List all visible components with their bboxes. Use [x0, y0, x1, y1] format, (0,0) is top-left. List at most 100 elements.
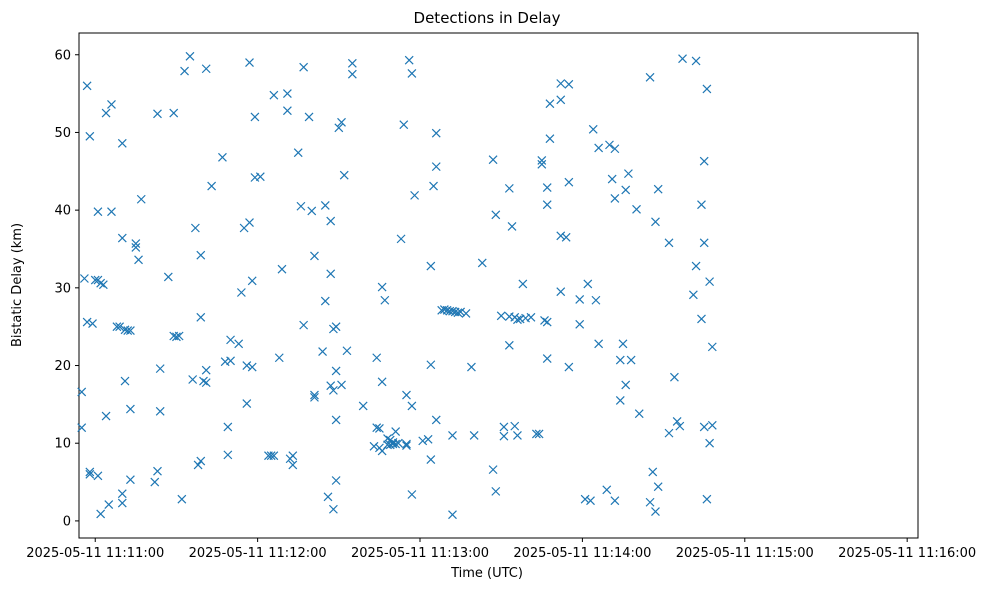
data-point	[537, 155, 547, 165]
data-point	[117, 489, 127, 499]
data-point	[542, 183, 552, 193]
data-point	[90, 275, 100, 285]
data-point	[618, 339, 628, 349]
data-point	[645, 72, 655, 82]
data-point	[296, 201, 306, 211]
data-point	[491, 486, 501, 496]
x-axis: 2025-05-11 11:11:00 2025-05-11 11:12:00 20…	[26, 538, 976, 561]
data-point	[542, 354, 552, 363]
data-point	[328, 504, 338, 514]
x-tick-label: 2025-05-11 11:15:00	[676, 546, 814, 561]
data-point	[664, 238, 674, 248]
data-point	[705, 438, 715, 448]
data-point	[499, 422, 509, 432]
data-point	[477, 258, 487, 268]
data-point	[150, 477, 160, 487]
data-point	[247, 362, 257, 372]
data-point	[456, 307, 466, 317]
data-point	[610, 496, 620, 506]
data-point	[594, 339, 604, 349]
data-point	[699, 422, 709, 432]
data-point	[377, 377, 387, 387]
data-point	[561, 232, 571, 242]
x-tick-label: 2025-05-11 11:11:00	[26, 546, 164, 561]
data-point	[702, 494, 712, 504]
data-point	[77, 423, 87, 433]
data-point	[645, 497, 655, 507]
data-point	[101, 411, 111, 421]
data-point	[331, 415, 341, 425]
data-point	[112, 322, 122, 332]
data-point	[107, 100, 116, 109]
data-point	[125, 326, 135, 335]
data-point	[85, 469, 95, 479]
data-point	[331, 366, 341, 376]
data-point	[707, 342, 717, 352]
data-point	[426, 360, 436, 370]
data-point	[266, 451, 276, 461]
data-point	[131, 239, 141, 248]
data-point	[358, 401, 368, 411]
data-point	[431, 162, 441, 172]
chart-title: Detections in Delay	[414, 9, 561, 27]
data-point	[88, 319, 97, 328]
data-point	[632, 204, 641, 214]
data-point	[615, 396, 625, 405]
data-point	[331, 322, 341, 332]
data-point	[347, 69, 357, 79]
x-axis-label: Time (UTC)	[450, 566, 523, 581]
data-point	[426, 261, 436, 271]
data-point	[407, 490, 417, 499]
data-point	[269, 90, 279, 100]
data-point	[591, 295, 601, 305]
data-point	[117, 498, 127, 508]
data-point	[196, 250, 206, 260]
data-point	[702, 84, 712, 94]
data-point	[274, 353, 284, 363]
data-point	[564, 362, 574, 372]
data-point	[653, 184, 663, 194]
data-point	[107, 207, 116, 217]
data-point	[705, 277, 715, 287]
y-tick-label: 10	[54, 437, 71, 452]
data-point	[583, 279, 593, 289]
data-point	[153, 466, 162, 476]
data-point	[334, 123, 344, 133]
data-point	[155, 364, 165, 374]
x-tick-label: 2025-05-11 11:13:00	[351, 546, 489, 561]
data-point	[439, 305, 449, 315]
data-point	[136, 194, 146, 204]
data-point	[342, 346, 352, 356]
data-point	[556, 287, 566, 297]
data-point	[426, 455, 436, 464]
data-point	[545, 134, 555, 144]
data-point	[688, 290, 698, 300]
data-point	[504, 183, 514, 193]
data-point	[117, 233, 127, 243]
data-point	[623, 169, 633, 179]
data-point	[85, 467, 95, 477]
data-point	[526, 312, 536, 322]
data-point	[575, 295, 585, 304]
data-point	[369, 441, 379, 451]
data-point	[507, 222, 517, 231]
data-point	[675, 421, 685, 431]
data-point	[540, 316, 549, 325]
data-point	[594, 143, 604, 153]
data-point	[402, 390, 411, 400]
data-point	[448, 510, 457, 520]
plot-area	[78, 32, 919, 539]
data-point	[453, 308, 463, 318]
data-point	[282, 89, 292, 99]
data-point	[131, 243, 141, 252]
data-point	[377, 282, 387, 292]
data-point	[323, 492, 333, 502]
data-point	[320, 296, 330, 306]
data-point	[564, 79, 574, 89]
data-point	[707, 420, 717, 430]
data-point	[326, 216, 336, 226]
data-point	[247, 276, 257, 286]
data-point	[234, 339, 244, 349]
y-tick-label: 50	[54, 126, 71, 141]
data-point	[155, 406, 165, 416]
